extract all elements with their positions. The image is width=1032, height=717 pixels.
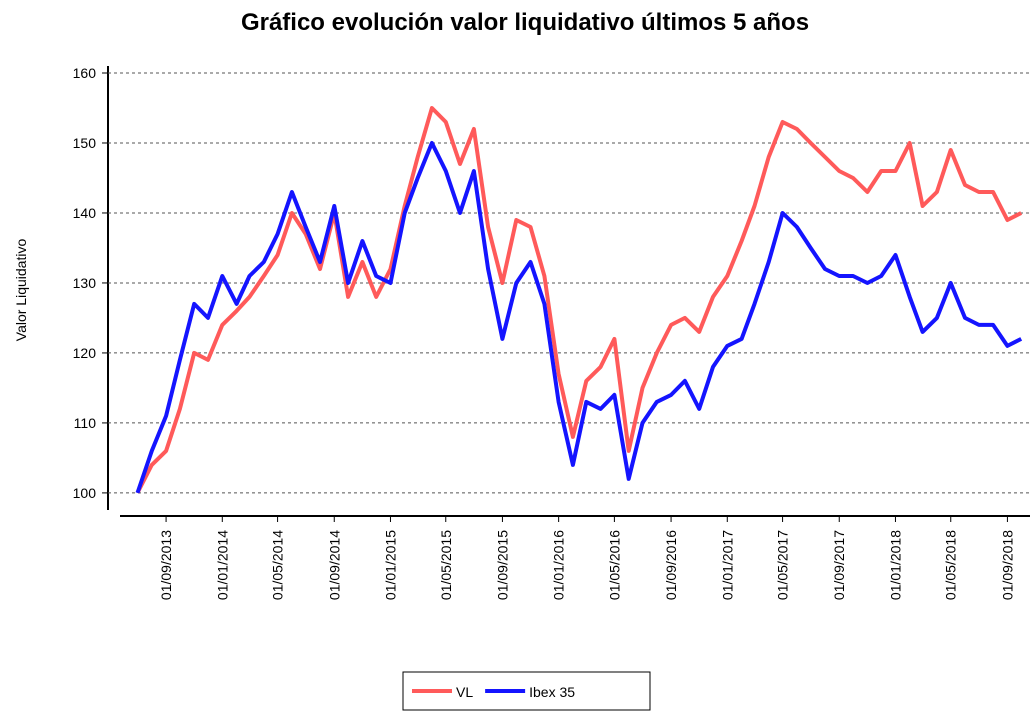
y-tick-label: 160 [73, 65, 97, 81]
y-tick-label: 100 [73, 485, 97, 501]
x-tick-label: 01/09/2017 [831, 530, 847, 600]
x-tick-label: 01/09/2018 [999, 530, 1015, 600]
y-tick-label: 150 [73, 135, 97, 151]
x-tick-label: 01/01/2018 [887, 530, 903, 600]
x-tick-label: 01/05/2014 [270, 530, 286, 600]
series-line [135, 106, 1023, 494]
chart-title: Gráfico evolución valor liquidativo últi… [241, 9, 809, 36]
x-tick-label: 01/09/2014 [326, 530, 342, 600]
y-axis-label: Valor Liquidativo [13, 239, 29, 342]
y-tick-label: 120 [73, 345, 97, 361]
x-tick-label: 01/09/2013 [158, 530, 174, 600]
x-tick-label: 01/09/2016 [663, 530, 679, 600]
x-tick-label: 01/01/2015 [382, 530, 398, 600]
x-tick-label: 01/05/2017 [775, 530, 791, 600]
x-tick-label: 01/01/2016 [551, 530, 567, 600]
x-tick-label: 01/05/2018 [943, 530, 959, 600]
series-line [135, 141, 1023, 494]
x-tick-label: 01/09/2015 [494, 530, 510, 600]
legend-label: Ibex 35 [529, 684, 575, 700]
x-tick-label: 01/01/2017 [719, 530, 735, 600]
x-tick-label: 01/05/2015 [438, 530, 454, 600]
y-tick-label: 140 [73, 205, 97, 221]
x-tick-label: 01/05/2016 [606, 530, 622, 600]
y-tick-label: 110 [74, 415, 97, 431]
x-tick-label: 01/01/2014 [214, 530, 230, 600]
y-tick-label: 130 [73, 275, 97, 291]
legend-label: VL [456, 684, 473, 700]
